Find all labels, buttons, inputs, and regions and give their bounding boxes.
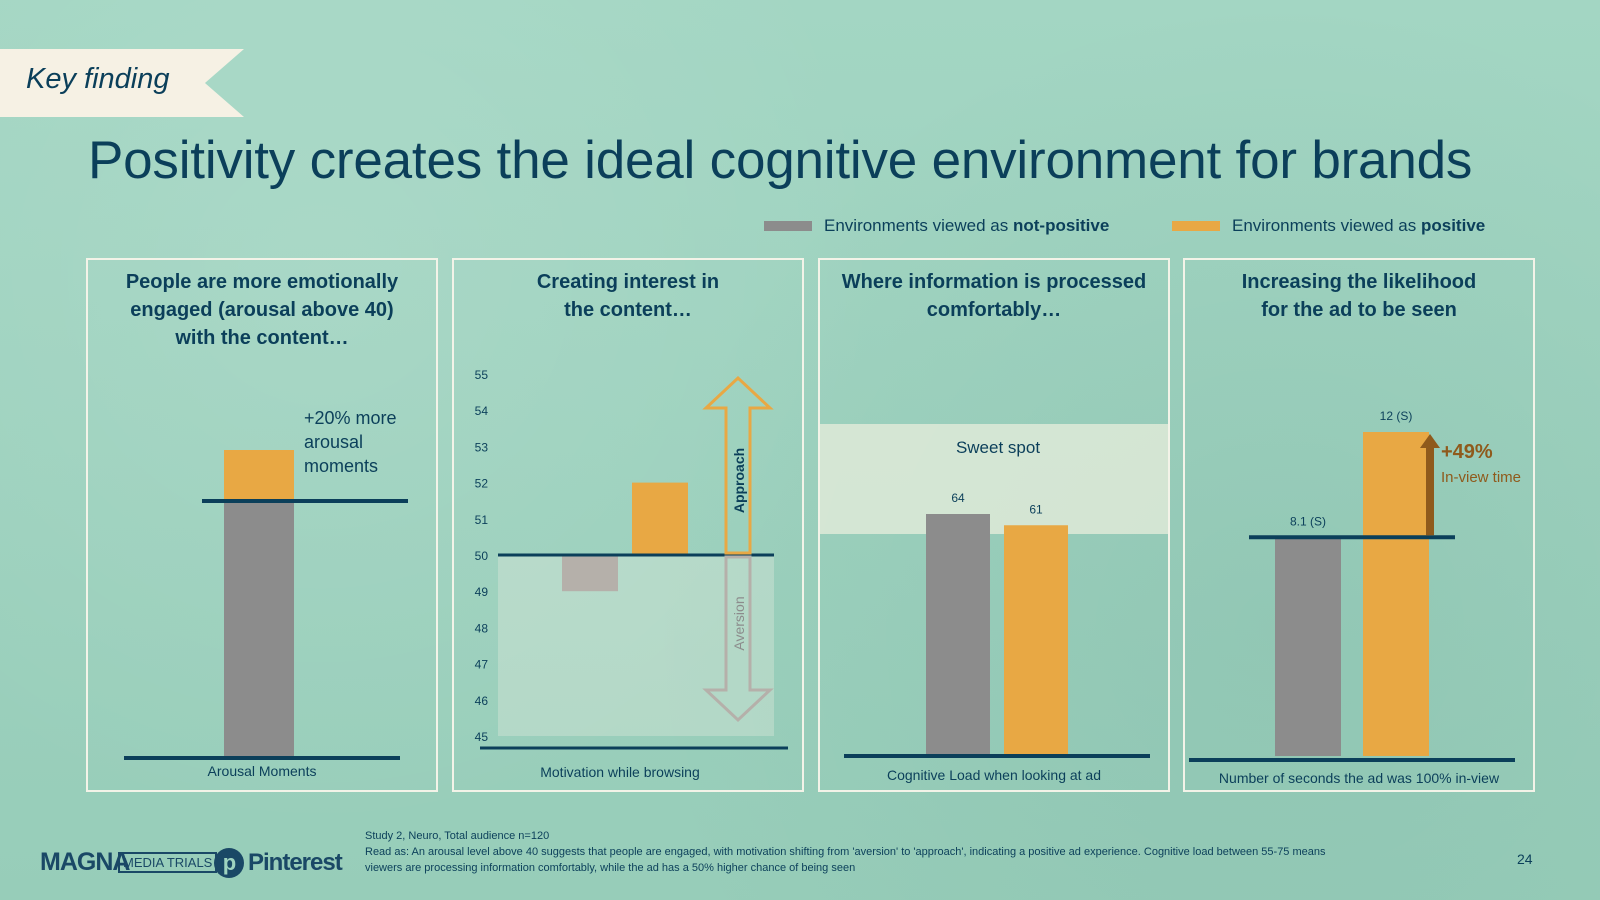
panel-title: Creating interest in the content… [536, 271, 720, 321]
panel-arousal: People are more emotionally engaged (aro… [86, 258, 438, 792]
growth-text: In-view time [1441, 469, 1521, 486]
legend-item-positive: Environments viewed as positive [1172, 214, 1485, 238]
y-tick-label: 53 [475, 440, 489, 454]
x-axis-label: Arousal Moments [207, 763, 317, 779]
sweet-spot-label: Sweet spot [956, 438, 1040, 457]
y-tick-label: 46 [475, 694, 489, 708]
legend-text: Environments viewed as [824, 216, 1013, 235]
y-tick-label: 45 [475, 730, 489, 744]
data-label: 61 [1029, 502, 1043, 516]
bar-positive [632, 482, 688, 555]
data-label: 64 [951, 491, 965, 505]
x-axis-label: Cognitive Load when looking at ad [886, 767, 1102, 783]
annotation-text: moments [304, 456, 378, 476]
bar-not-positive [926, 514, 990, 754]
bar-not-positive [224, 501, 294, 756]
approach-label: Approach [731, 448, 747, 513]
legend-bold: positive [1420, 216, 1486, 235]
aversion-arrow [702, 555, 774, 723]
panel-title: People are more emotionally engaged (aro… [125, 271, 399, 349]
study-note: Study 2, Neuro, Total audience n=120 [365, 830, 550, 842]
y-tick-label: 50 [475, 549, 489, 563]
magna-logo: MAGNA [40, 848, 130, 876]
bar-positive [1363, 432, 1429, 756]
legend-item-not-positive: Environments viewed as not-positive [764, 214, 1109, 238]
panel-cognitive-load: Where information is processed comfortab… [818, 258, 1170, 792]
chart-in-view: 8.1 (S) 12 (S) +49% In-view time [1189, 409, 1521, 762]
bar-positive [224, 450, 294, 501]
annotation-text: arousal [304, 432, 363, 452]
media-trials-logo: MEDIA TRIALS [118, 852, 218, 873]
x-axis-label: Number of seconds the ad was 100% in-vie… [1218, 770, 1500, 786]
chart-cognitive-load: Sweet spot 64 61 [820, 424, 1168, 758]
page-number: 24 [1517, 851, 1533, 867]
y-tick-label: 47 [475, 658, 489, 672]
bar-not-positive [1275, 537, 1341, 756]
growth-arrow-shaft [1426, 446, 1434, 536]
page-title: Positivity creates the ideal cognitive e… [88, 131, 1473, 190]
legend-bold: not-positive [1012, 216, 1110, 235]
growth-arrow-head [1420, 434, 1440, 448]
x-axis-label: Motivation while browsing [540, 764, 700, 780]
chart-motivation: 55 54 53 52 51 50 49 48 47 46 45 Approach Aversion [475, 368, 788, 750]
bar-not-positive [562, 555, 618, 592]
pinterest-logo: p Pinterest [214, 848, 343, 878]
key-finding-label: Key finding [26, 63, 170, 95]
y-tick-label: 49 [475, 585, 489, 599]
data-label: 12 (S) [1380, 409, 1413, 423]
chart-arousal: +20% more arousal moments [124, 408, 408, 760]
y-tick-label: 55 [475, 368, 489, 382]
aversion-label: Aversion [731, 596, 747, 650]
annotation-text: +20% more [304, 408, 397, 428]
key-finding-tag: Key finding [0, 49, 244, 117]
y-tick-label: 48 [475, 621, 489, 635]
approach-arrow [702, 375, 774, 555]
y-tick-label: 54 [475, 404, 489, 418]
panel-motivation: Creating interest in the content… 55 54 53… [452, 258, 804, 792]
legend-swatch-not-positive [764, 221, 812, 231]
legend-swatch-positive [1172, 221, 1220, 231]
sweet-spot-band [820, 424, 1168, 534]
panel-title: Increasing the likelihood for the ad to … [1241, 271, 1477, 321]
y-tick-label: 52 [475, 477, 489, 491]
pinterest-icon: p [214, 848, 244, 878]
footer-note: Study 2, Neuro, Total audience n=120 Rea… [365, 828, 1365, 876]
bar-positive [1004, 525, 1068, 754]
read-as-note: Read as: An arousal level above 40 sugge… [365, 846, 1326, 874]
panel-title: Where information is processed comfortab… [841, 271, 1147, 321]
y-tick-label: 51 [475, 513, 489, 527]
growth-value: +49% [1441, 441, 1493, 463]
data-label: 8.1 (S) [1290, 514, 1326, 528]
panel-in-view: Increasing the likelihood for the ad to … [1183, 258, 1535, 792]
legend-text: Environments viewed as [1232, 216, 1421, 235]
aversion-zone [498, 555, 774, 736]
